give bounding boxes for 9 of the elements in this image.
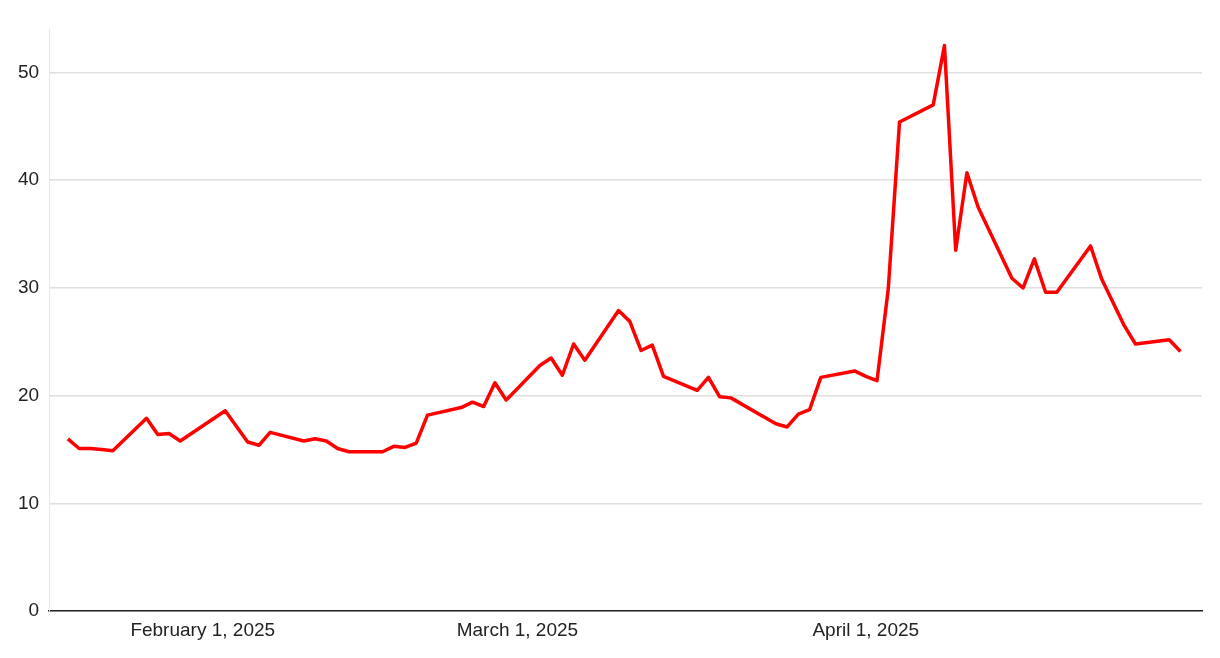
y-tick-label: 0 bbox=[28, 599, 40, 621]
y-tick-label: 50 bbox=[17, 60, 40, 82]
y-tick-label: 10 bbox=[17, 491, 40, 513]
x-tick-label: March 1, 2025 bbox=[456, 618, 579, 640]
x-tick-label: April 1, 2025 bbox=[812, 618, 920, 640]
y-tick-label: 30 bbox=[17, 276, 40, 298]
y-tick-label: 20 bbox=[17, 383, 40, 405]
x-tick-label: February 1, 2025 bbox=[130, 618, 276, 640]
y-tick-label: 40 bbox=[17, 168, 40, 190]
